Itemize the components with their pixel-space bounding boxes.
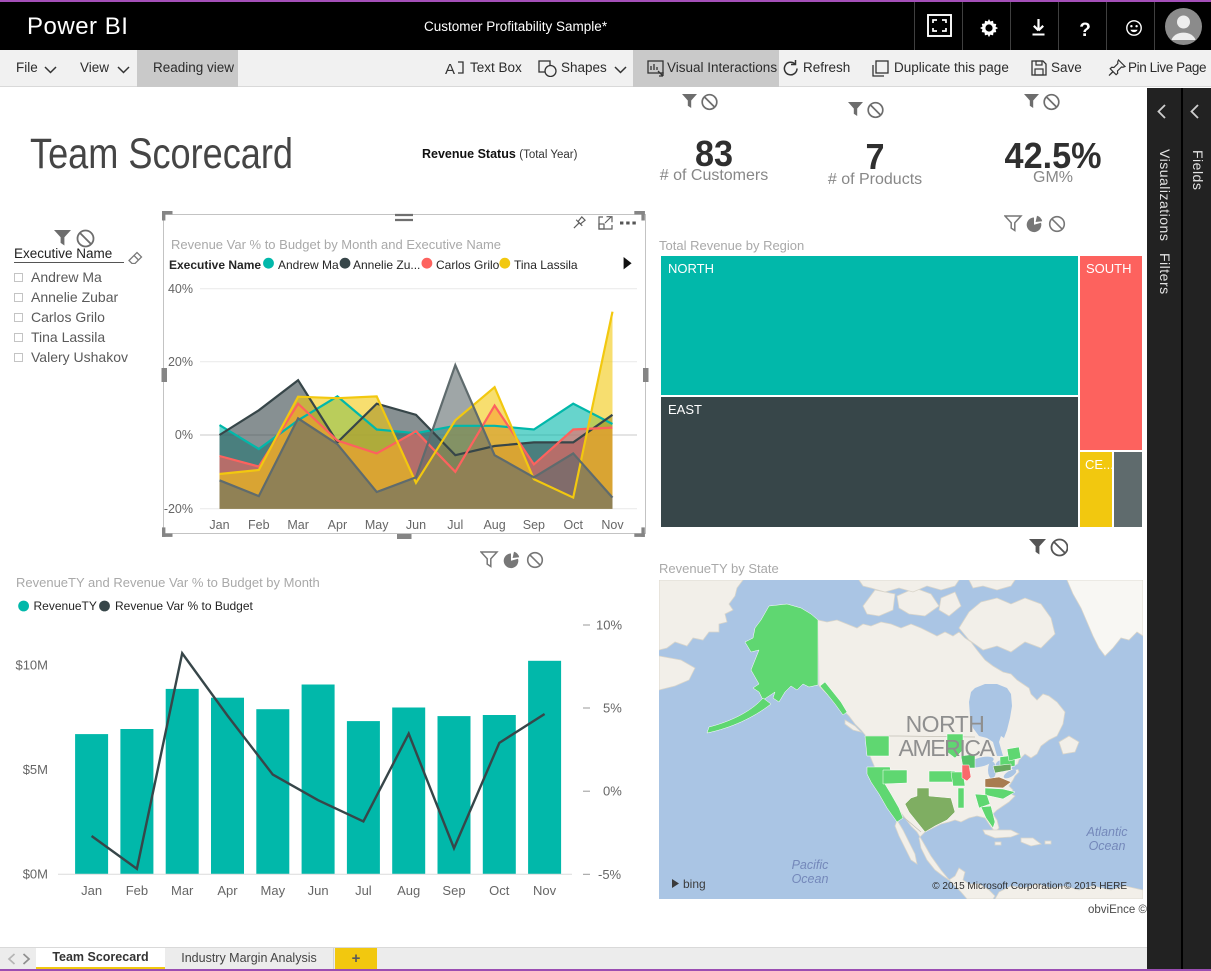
- svg-text:Ocean: Ocean: [1089, 839, 1126, 853]
- svg-text:Feb: Feb: [248, 518, 270, 532]
- svg-text:A: A: [445, 61, 455, 77]
- svg-text:RevenueTY: RevenueTY: [34, 599, 97, 613]
- svg-text:0%: 0%: [603, 784, 622, 799]
- svg-text:May: May: [261, 883, 286, 898]
- svg-text:NORTH: NORTH: [906, 711, 985, 737]
- svg-text:Nov: Nov: [601, 518, 624, 532]
- svg-text:Nov: Nov: [533, 883, 557, 898]
- svg-text:Pacific: Pacific: [792, 858, 830, 872]
- svg-text:bing: bing: [683, 877, 706, 891]
- svg-text:Oct: Oct: [489, 883, 510, 898]
- svg-text:Apr: Apr: [217, 883, 238, 898]
- svg-text:$5M: $5M: [23, 762, 48, 777]
- svg-text:Aug: Aug: [397, 883, 420, 898]
- svg-text:Apr: Apr: [328, 518, 347, 532]
- svg-text:10%: 10%: [596, 618, 622, 633]
- svg-text:$10M: $10M: [15, 658, 48, 673]
- svg-text:40%: 40%: [168, 282, 193, 296]
- svg-text:Atlantic: Atlantic: [1086, 825, 1129, 839]
- svg-text:Jan: Jan: [209, 518, 229, 532]
- svg-text:Revenue Var % to Budget: Revenue Var % to Budget: [115, 599, 254, 613]
- svg-text:Jun: Jun: [308, 883, 329, 898]
- svg-text:Jun: Jun: [406, 518, 426, 532]
- svg-text:?: ?: [1079, 20, 1091, 41]
- svg-text:Jan: Jan: [81, 883, 102, 898]
- svg-text:-20%: -20%: [164, 502, 193, 516]
- svg-text:© 2015 HERE: © 2015 HERE: [1064, 881, 1127, 892]
- svg-text:Aug: Aug: [483, 518, 505, 532]
- svg-text:20%: 20%: [168, 355, 193, 369]
- svg-text:May: May: [365, 518, 389, 532]
- svg-text:Sep: Sep: [442, 883, 465, 898]
- svg-text:5%: 5%: [603, 701, 622, 716]
- svg-text:Mar: Mar: [171, 883, 194, 898]
- svg-text:Jul: Jul: [355, 883, 372, 898]
- svg-text:Ocean: Ocean: [792, 872, 829, 886]
- svg-text:Sep: Sep: [523, 518, 545, 532]
- svg-text:$0M: $0M: [23, 867, 48, 882]
- svg-text:-5%: -5%: [598, 867, 622, 882]
- svg-text:Jul: Jul: [447, 518, 463, 532]
- svg-text:Oct: Oct: [563, 518, 583, 532]
- svg-text:Mar: Mar: [287, 518, 309, 532]
- svg-text:0%: 0%: [175, 428, 193, 442]
- svg-text:© 2015 Microsoft Corporation: © 2015 Microsoft Corporation: [932, 881, 1063, 892]
- svg-text:Feb: Feb: [126, 883, 148, 898]
- svg-text:AMERICA: AMERICA: [899, 735, 996, 761]
